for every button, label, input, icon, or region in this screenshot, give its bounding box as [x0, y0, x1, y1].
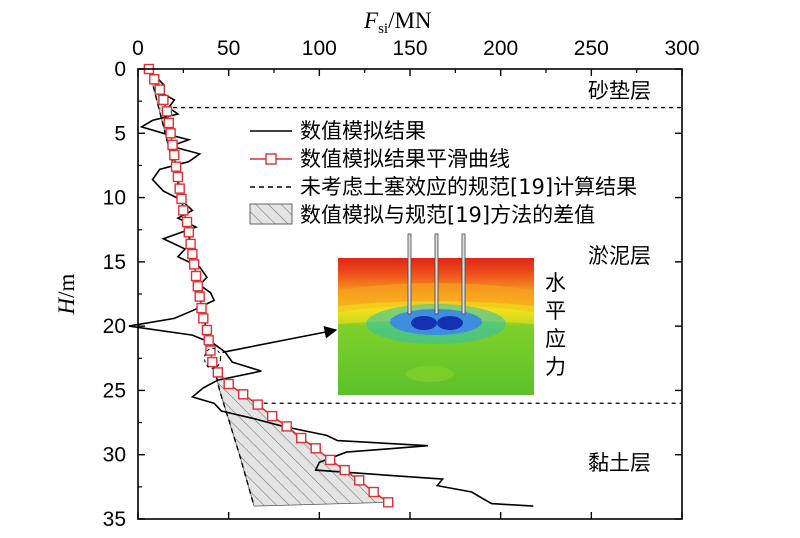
- data-point-marker: [207, 356, 218, 368]
- legend-marker-smoothed: [265, 153, 277, 165]
- legend: 数值模拟结果 数值模拟结果平滑曲线 未考虑土塞效应的规范[19]计算结果 数值模…: [249, 119, 637, 227]
- x-tick-label: 0: [132, 37, 144, 60]
- legend-label: 数值模拟与规范[19]方法的差值: [300, 203, 595, 227]
- data-point-marker: [354, 475, 365, 486]
- x-axis-title-main: F: [363, 8, 379, 33]
- legend-swatch-difference: [249, 203, 293, 225]
- legend-label: 数值模拟结果: [300, 119, 426, 143]
- data-point-marker: [383, 497, 394, 508]
- data-point-marker: [252, 399, 263, 410]
- data-point-marker: [181, 216, 193, 228]
- data-point-marker: [339, 464, 350, 476]
- x-axis-title-unit: /MN: [388, 8, 432, 33]
- x-tick-label: 50: [217, 37, 240, 60]
- layer-label-sand: 砂垫层: [588, 79, 651, 103]
- inset-title-char: 力: [545, 355, 566, 379]
- y-tick-label: 10: [103, 187, 126, 210]
- data-point-marker: [154, 84, 166, 95]
- data-point-marker: [176, 193, 187, 205]
- data-point-marker: [192, 281, 204, 292]
- data-point-marker: [201, 324, 213, 336]
- data-point-marker: [169, 149, 180, 161]
- y-axis-title-main: H: [54, 296, 79, 315]
- data-point-marker: [170, 161, 182, 172]
- data-point-marker: [178, 205, 189, 216]
- data-point-marker: [149, 74, 160, 85]
- x-tick-label: 100: [302, 37, 337, 60]
- y-tick-label: 15: [103, 251, 126, 274]
- data-point-marker: [368, 486, 379, 498]
- layer-label-clay: 黏土层: [588, 451, 651, 475]
- x-tick-label: 300: [664, 37, 699, 60]
- legend-label: 数值模拟结果平滑曲线: [300, 147, 510, 171]
- data-point-marker: [163, 117, 175, 129]
- data-point-marker: [174, 183, 185, 194]
- y-axis-title-unit: /m: [54, 273, 79, 297]
- data-point-marker: [194, 291, 205, 302]
- data-point-marker: [237, 389, 249, 400]
- y-axis-ticks: 0 5 10 15 20 25 30 35: [103, 58, 682, 531]
- data-point-marker: [185, 238, 196, 250]
- legend-label: 未考虑土塞效应的规范[19]计算结果: [300, 175, 637, 199]
- y-axis-title: H/m: [54, 273, 79, 315]
- data-point-marker: [190, 270, 202, 282]
- y-tick-label: 35: [103, 508, 126, 531]
- data-point-marker: [188, 259, 200, 270]
- data-point-marker: [165, 128, 176, 139]
- data-point-marker: [325, 454, 336, 466]
- data-point-marker: [187, 248, 198, 260]
- data-point-marker: [205, 345, 216, 356]
- data-point-marker: [296, 432, 307, 444]
- data-point-marker: [310, 443, 321, 454]
- callout-arrow: [222, 325, 338, 354]
- data-point-marker: [212, 367, 224, 378]
- y-tick-label: 25: [103, 379, 126, 402]
- data-point-marker: [223, 378, 234, 390]
- inset-title-char: 平: [545, 299, 566, 323]
- inset-title-char: 水: [545, 271, 566, 295]
- y-tick-label: 5: [114, 122, 126, 145]
- y-tick-label: 30: [103, 444, 126, 467]
- data-point-marker: [158, 94, 169, 106]
- data-point-marker: [198, 313, 209, 324]
- data-point-marker: [196, 302, 207, 314]
- x-axis-title: Fsi/MN: [363, 8, 432, 37]
- x-tick-label: 250: [574, 37, 609, 60]
- callout-ellipse: [204, 347, 222, 369]
- x-axis-ticks: 0 50 100 150 200 250 300: [132, 37, 700, 519]
- data-point-marker: [172, 171, 184, 183]
- data-point-marker: [167, 139, 178, 151]
- x-tick-label: 200: [483, 37, 518, 60]
- x-axis-title-sub: si: [378, 21, 388, 37]
- data-point-marker: [203, 335, 214, 346]
- data-point-marker: [161, 106, 173, 117]
- y-tick-label: 20: [103, 315, 126, 338]
- layer-label-silt: 淤泥层: [588, 244, 651, 268]
- x-tick-label: 150: [392, 37, 427, 60]
- data-point-marker: [267, 410, 278, 422]
- y-tick-label: 0: [114, 58, 126, 81]
- data-point-marker: [281, 421, 292, 432]
- inset-title-char: 应: [545, 327, 566, 351]
- data-point-marker: [183, 227, 195, 238]
- horizontal-stress-inset: [338, 233, 534, 395]
